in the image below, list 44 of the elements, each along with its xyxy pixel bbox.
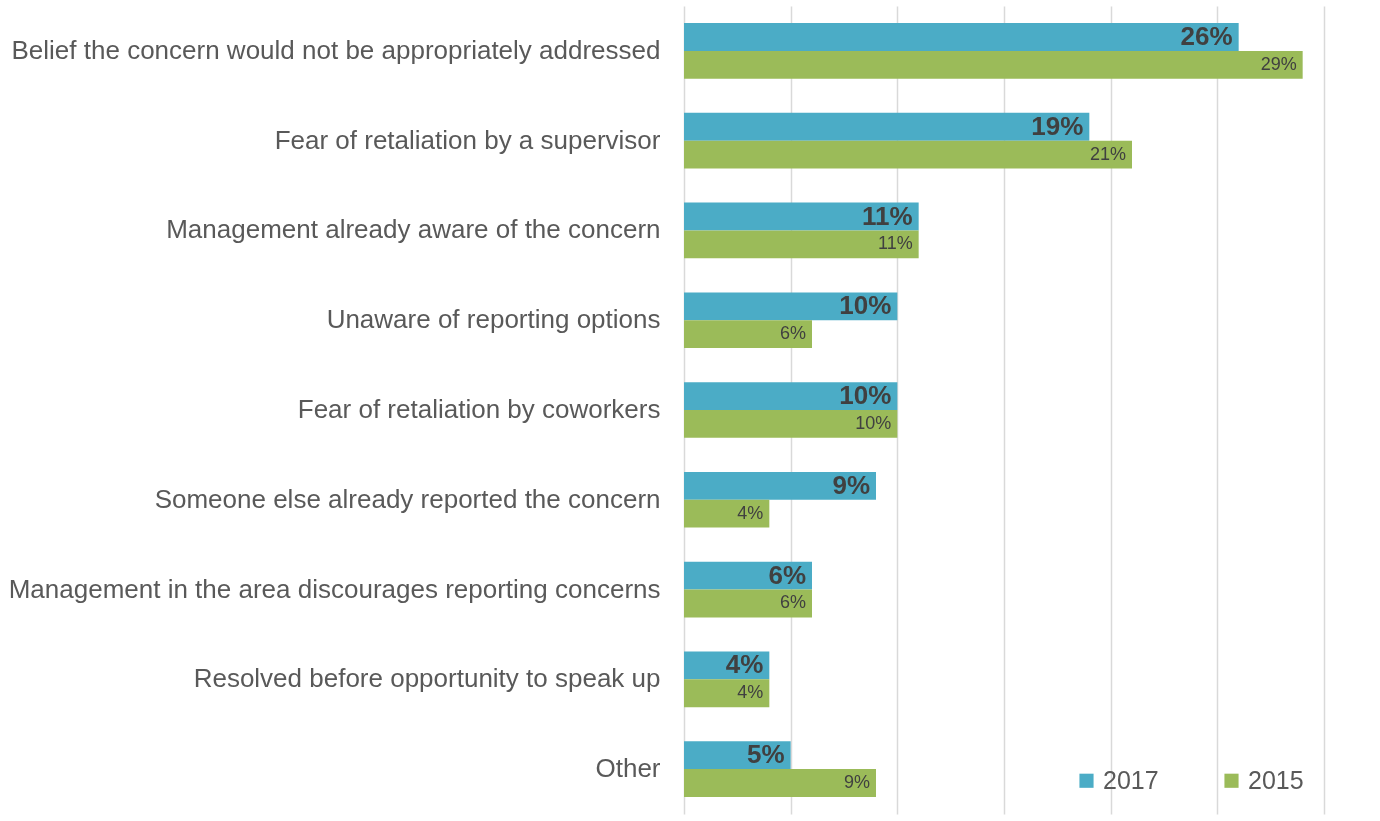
bar (684, 50, 1303, 79)
data-label: 5% (747, 739, 785, 770)
data-label: 9% (832, 469, 870, 500)
bar (684, 230, 919, 259)
bar (684, 292, 898, 321)
data-label: 10% (839, 380, 892, 411)
y-tick-label: Unaware of reporting options (326, 304, 661, 335)
data-label: 10% (839, 290, 892, 321)
bar (684, 320, 812, 349)
bar (684, 499, 770, 528)
data-label: 6% (768, 559, 806, 590)
data-label: 19% (1031, 110, 1084, 141)
bar (684, 23, 1239, 51)
data-label: 29% (1260, 53, 1297, 74)
data-label: 26% (1180, 20, 1233, 51)
y-tick-label: Resolved before opportunity to speak up (193, 663, 661, 694)
y-tick-label: Management in the area discourages reporting concerns (8, 573, 661, 604)
y-tick-label: Fear of retaliation by coworkers (297, 394, 661, 424)
data-label: 9% (843, 772, 870, 793)
data-label: 4% (737, 502, 764, 523)
legend-label: 2017 (1103, 765, 1159, 794)
bar (684, 112, 1090, 141)
data-label: 21% (1089, 143, 1126, 164)
y-tick-label: Management already aware of the concern (166, 214, 661, 245)
legend-label: 2015 (1248, 765, 1304, 794)
y-tick-label: Someone else already reported the concern (154, 483, 661, 514)
data-label: 10% (855, 412, 892, 433)
bar (684, 769, 876, 797)
bar (684, 471, 876, 500)
bar (684, 589, 812, 618)
bar (684, 410, 898, 438)
data-label: 4% (725, 649, 764, 680)
data-label: 4% (737, 682, 764, 703)
data-label: 6% (779, 592, 806, 613)
bar (684, 679, 770, 708)
y-tick-label: Belief the concern would not be appropriately addressed (11, 34, 661, 65)
bar (684, 140, 1132, 169)
data-label: 11% (862, 200, 913, 231)
y-tick-label: Other (595, 753, 661, 784)
data-label: 6% (779, 323, 806, 344)
y-tick-label: Fear of retaliation by a supervisor (274, 124, 661, 155)
data-label: 11% (877, 233, 913, 254)
bar (684, 202, 919, 231)
bar (684, 382, 898, 410)
